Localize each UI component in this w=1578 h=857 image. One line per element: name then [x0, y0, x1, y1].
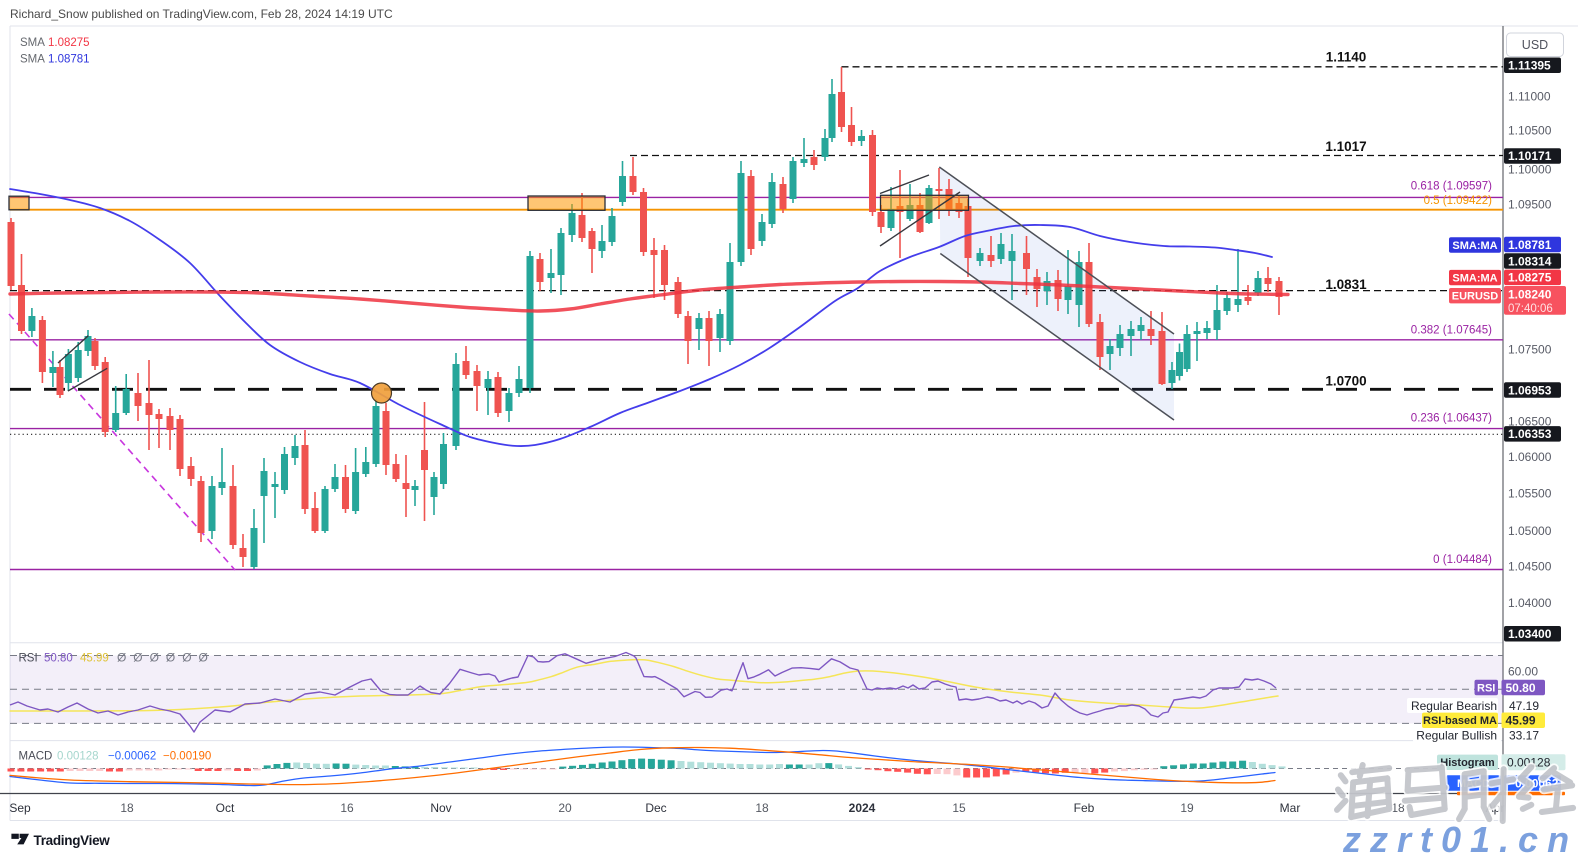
svg-text:1.06000: 1.06000: [1508, 450, 1552, 464]
svg-text:1.10171: 1.10171: [1508, 149, 1552, 163]
svg-text:Dec: Dec: [645, 801, 666, 815]
svg-text:Sep: Sep: [9, 801, 31, 815]
svg-text:1.04500: 1.04500: [1508, 560, 1552, 574]
svg-text:1.05000: 1.05000: [1508, 524, 1552, 538]
svg-text:1.08314: 1.08314: [1508, 254, 1552, 268]
svg-text:0.5 (1.09422): 0.5 (1.09422): [1424, 195, 1493, 207]
svg-text:07:40:06: 07:40:06: [1508, 303, 1553, 315]
svg-text:1.10500: 1.10500: [1508, 124, 1552, 138]
svg-text:45.99: 45.99: [80, 653, 109, 665]
svg-text:1.09500: 1.09500: [1508, 198, 1552, 212]
svg-text:1.1140: 1.1140: [1326, 50, 1367, 65]
svg-text:Feb: Feb: [1074, 801, 1095, 815]
svg-text:1.07500: 1.07500: [1508, 342, 1552, 356]
svg-text:1.1017: 1.1017: [1325, 139, 1366, 154]
svg-text:47.19: 47.19: [1509, 699, 1539, 713]
svg-text:0.618 (1.09597): 0.618 (1.09597): [1411, 181, 1492, 193]
svg-text:1.10000: 1.10000: [1508, 163, 1552, 177]
svg-text:0.382 (1.07645): 0.382 (1.07645): [1411, 325, 1492, 337]
svg-text:0.236 (1.06437): 0.236 (1.06437): [1411, 412, 1492, 424]
svg-text:Regular Bullish: Regular Bullish: [1416, 729, 1497, 743]
svg-text:1.11395: 1.11395: [1508, 59, 1551, 73]
svg-text:USD: USD: [1522, 38, 1548, 52]
svg-text:1.11000: 1.11000: [1508, 89, 1551, 103]
svg-text:1.04000: 1.04000: [1508, 596, 1552, 610]
svg-text:1.0831: 1.0831: [1325, 277, 1367, 292]
svg-text:18: 18: [755, 801, 769, 815]
svg-text:RSI: RSI: [1477, 682, 1495, 694]
svg-text:45.99: 45.99: [1506, 714, 1536, 728]
svg-text:RSI-based MA: RSI-based MA: [1423, 715, 1497, 727]
svg-text:18: 18: [1391, 801, 1405, 815]
svg-text:0.00128: 0.00128: [1507, 756, 1551, 770]
svg-text:Ø: Ø: [182, 651, 191, 665]
svg-text:SMA:MA: SMA:MA: [1452, 273, 1497, 285]
svg-text:1.06953: 1.06953: [1508, 383, 1552, 397]
svg-text:SMA: SMA: [20, 37, 45, 49]
svg-text:1.08781: 1.08781: [1508, 238, 1552, 252]
svg-text:1.06353: 1.06353: [1508, 427, 1552, 441]
svg-text:60.00: 60.00: [1508, 665, 1538, 679]
svg-text:Histogram: Histogram: [1440, 757, 1495, 769]
svg-text:1.08240: 1.08240: [1508, 288, 1552, 302]
svg-text:0.00128: 0.00128: [57, 751, 99, 763]
svg-text:33.17: 33.17: [1509, 729, 1539, 743]
svg-text:1.08275: 1.08275: [48, 37, 90, 49]
svg-text:1.0700: 1.0700: [1325, 374, 1366, 389]
svg-text:Oct: Oct: [216, 801, 235, 815]
svg-text:SMA:MA: SMA:MA: [1452, 240, 1497, 252]
svg-text:Regular Bearish: Regular Bearish: [1411, 699, 1497, 713]
svg-text:EURUSD: EURUSD: [1452, 291, 1499, 303]
svg-text:MACD: MACD: [19, 751, 53, 763]
svg-text:Ø: Ø: [133, 651, 142, 665]
svg-text:1.08781: 1.08781: [48, 54, 90, 66]
svg-text:1.06500: 1.06500: [1508, 415, 1552, 429]
svg-text:Ø: Ø: [150, 651, 159, 665]
svg-text:50.80: 50.80: [44, 653, 73, 665]
svg-text:zzrt01.cn: zzrt01.cn: [1343, 820, 1578, 857]
svg-text:zzrt01.cn: zzrt01.cn: [1342, 819, 1578, 857]
svg-text:TradingView: TradingView: [34, 833, 111, 848]
svg-text:1.05500: 1.05500: [1508, 487, 1552, 501]
svg-text:−0.00190: −0.00190: [163, 751, 211, 763]
svg-text:Ø: Ø: [166, 651, 175, 665]
svg-text:RSI: RSI: [19, 653, 38, 665]
svg-text:16: 16: [340, 801, 354, 815]
svg-text:2024: 2024: [849, 801, 876, 815]
svg-text:Ø: Ø: [117, 651, 126, 665]
svg-text:Ø: Ø: [199, 651, 208, 665]
svg-text:SMA: SMA: [20, 54, 45, 66]
svg-text:−0.00062: −0.00062: [108, 751, 156, 763]
svg-text:20: 20: [558, 801, 572, 815]
svg-text:50.80: 50.80: [1506, 681, 1536, 695]
svg-text:Richard_Snow published on Trad: Richard_Snow published on TradingView.co…: [10, 7, 393, 21]
svg-text:18: 18: [120, 801, 134, 815]
svg-text:1.08275: 1.08275: [1508, 271, 1552, 285]
svg-text:0 (1.04484): 0 (1.04484): [1433, 554, 1492, 566]
svg-text:Nov: Nov: [430, 801, 451, 815]
svg-text:1.03400: 1.03400: [1508, 627, 1552, 641]
svg-text:19: 19: [1180, 801, 1194, 815]
svg-text:15: 15: [952, 801, 966, 815]
svg-text:Mar: Mar: [1280, 801, 1301, 815]
